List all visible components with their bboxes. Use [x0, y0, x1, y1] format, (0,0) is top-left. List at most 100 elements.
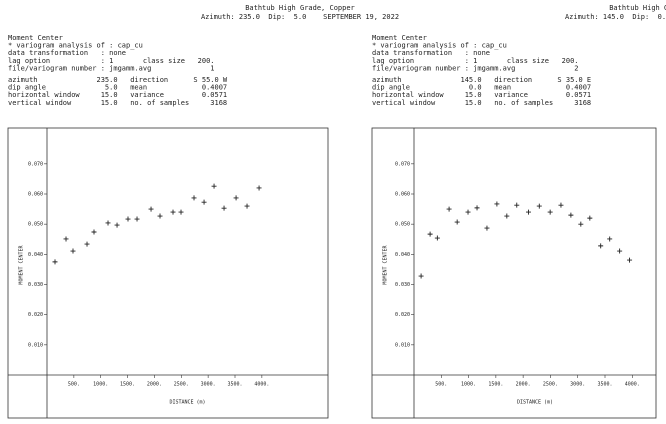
data-point [514, 202, 520, 208]
y-tick-label: 0.060 [395, 192, 410, 198]
data-point [568, 212, 574, 218]
data-point [221, 205, 227, 211]
y-tick-label: 0.070 [395, 161, 410, 167]
chart-subtitle: Azimuth: 145.0 Dip: 0.0 SEPTEMBER 19, 20… [565, 13, 666, 21]
plot-frame [7, 127, 329, 419]
note-line: lag option : 1 class size 200. [8, 57, 215, 65]
data-point [484, 225, 490, 231]
data-point [465, 209, 471, 215]
x-tick-label: 3500. [597, 382, 612, 388]
data-point [148, 206, 154, 212]
data-point [91, 229, 97, 235]
y-tick-label: 0.010 [28, 342, 43, 348]
x-tick-label: 2000. [147, 382, 162, 388]
data-point [191, 195, 197, 201]
data-point [578, 221, 584, 227]
chart-title: Bathtub High Grade, Copper [609, 4, 666, 12]
data-point [84, 241, 90, 247]
y-tick-label: 0.020 [395, 312, 410, 318]
y-tick-label: 0.010 [395, 342, 410, 348]
data-point [494, 201, 500, 207]
note-line: Moment Center [372, 34, 427, 42]
data-point [114, 222, 120, 228]
data-point [558, 202, 564, 208]
stats-line: dip angle 0.0 mean 0.4007 [372, 84, 591, 92]
x-axis-label: DISTANCE (m) [169, 400, 205, 406]
stats-line: dip angle 5.0 mean 0.4007 [8, 84, 227, 92]
data-point [70, 248, 76, 254]
data-point [134, 216, 140, 222]
y-tick-label: 0.060 [28, 192, 43, 198]
data-point [201, 199, 207, 205]
data-point [427, 231, 433, 237]
y-axis-label: MOMENT CENTER [383, 244, 389, 284]
data-point [434, 235, 440, 241]
note-line: file/variogram number : jmgamm.avg 2 [372, 64, 579, 72]
x-axis-label: DISTANCE (m) [517, 400, 553, 406]
stats-line: horizontal window 15.0 variance 0.0571 [372, 91, 591, 99]
stats-line: horizontal window 15.0 variance 0.0571 [8, 91, 227, 99]
y-tick-label: 0.020 [28, 312, 43, 318]
note-line: Moment Center [8, 34, 63, 42]
data-point [233, 195, 239, 201]
data-point [244, 203, 250, 209]
y-tick-label: 0.050 [395, 222, 410, 228]
y-tick-label: 0.050 [28, 222, 43, 228]
stats-line: azimuth 235.0 direction S 55.0 W [8, 76, 228, 84]
x-tick-label: 2500. [543, 382, 558, 388]
note-line: * variogram analysis of : cap_cu [8, 42, 143, 50]
note-line: data transformation : none [372, 49, 490, 57]
x-tick-label: 2000. [516, 382, 531, 388]
x-tick-label: 500. [68, 382, 80, 388]
x-tick-label: 1000. [93, 382, 108, 388]
x-tick-label: 3500. [227, 382, 242, 388]
x-tick-label: 4000. [625, 382, 640, 388]
data-point [52, 259, 58, 265]
data-point [63, 236, 69, 242]
data-point [587, 215, 593, 221]
data-point [178, 209, 184, 215]
data-point [105, 220, 111, 226]
data-point [617, 248, 623, 254]
data-point [525, 209, 531, 215]
data-point [446, 206, 452, 212]
note-line: * variogram analysis of : cap_cu [372, 42, 507, 50]
y-tick-label: 0.040 [28, 252, 43, 258]
data-point [211, 183, 217, 189]
data-point [157, 213, 163, 219]
data-point [547, 209, 553, 215]
data-point [170, 209, 176, 215]
plot-frame [371, 127, 657, 419]
stats-line: vertical window 15.0 no. of samples 3168 [8, 99, 227, 107]
y-axis-label: MOMENT CENTER [19, 244, 25, 284]
data-point [598, 243, 604, 249]
x-tick-label: 1000. [461, 382, 476, 388]
x-tick-label: 4000. [254, 382, 269, 388]
data-point [536, 203, 542, 209]
y-tick-label: 0.030 [28, 282, 43, 288]
data-point [474, 205, 480, 211]
x-tick-label: 1500. [120, 382, 135, 388]
data-point [454, 219, 460, 225]
x-tick-label: 3000. [570, 382, 585, 388]
chart-subtitle: Azimuth: 235.0 Dip: 5.0 SEPTEMBER 19, 20… [201, 13, 399, 21]
data-point [607, 236, 613, 242]
note-line: data transformation : none [8, 49, 126, 57]
note-line: lag option : 1 class size 200. [372, 57, 579, 65]
x-tick-label: 1500. [488, 382, 503, 388]
x-tick-label: 3000. [201, 382, 216, 388]
y-tick-label: 0.070 [28, 161, 43, 167]
data-point [256, 185, 262, 191]
x-tick-label: 500. [435, 382, 447, 388]
data-point [504, 213, 510, 219]
note-line: file/variogram number : jmgamm.avg 1 [8, 64, 215, 72]
stats-line: vertical window 15.0 no. of samples 3168 [372, 99, 591, 107]
y-tick-label: 0.030 [395, 282, 410, 288]
data-point [125, 216, 131, 222]
y-tick-label: 0.040 [395, 252, 410, 258]
chart-title: Bathtub High Grade, Copper [245, 4, 355, 12]
data-point [627, 257, 633, 263]
